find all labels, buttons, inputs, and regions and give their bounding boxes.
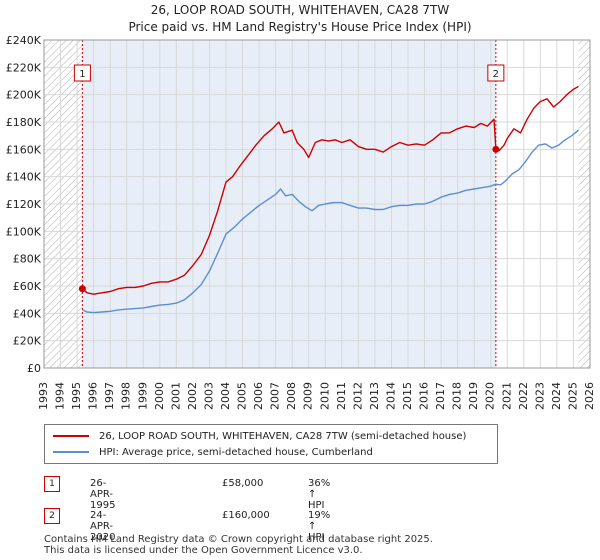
x-tick-label: 1998 <box>120 382 133 410</box>
x-tick-label: 2013 <box>368 382 381 410</box>
sale-marker-box <box>487 64 505 82</box>
y-tick-label: £240K <box>6 34 42 47</box>
series-line-property <box>81 85 579 295</box>
x-tick-label: 2023 <box>533 382 546 410</box>
x-tick-label: 2004 <box>219 382 232 410</box>
x-tick-label: 2020 <box>484 382 497 410</box>
x-tick-label: 1995 <box>70 382 83 410</box>
x-tick-label: 2017 <box>434 382 447 410</box>
x-tick-label: 2006 <box>252 382 265 410</box>
transaction-price: £58,000 <box>222 478 264 489</box>
y-tick-label: £80K <box>13 253 42 266</box>
price-chart: 1 2 £0 £20K £40K £60K £80K £100K £120K £140K £160… <box>6 34 596 410</box>
legend: 26, LOOP ROAD SOUTH, WHITEHAVEN, CA28 7T… <box>44 424 498 464</box>
transaction-price: £160,000 <box>222 510 270 521</box>
y-tick-label: £180K <box>6 116 42 129</box>
transaction-number-badge: 1 <box>44 476 60 492</box>
transaction-hpi-change: 36% ↑ HPI <box>308 478 331 511</box>
y-tick-label: £100K <box>6 225 42 238</box>
x-tick-label: 2001 <box>169 382 182 410</box>
x-tick-label: 2002 <box>186 382 199 410</box>
legend-item-hpi: HPI: Average price, semi-detached house,… <box>53 445 373 459</box>
x-tick-label: 1996 <box>87 382 100 410</box>
legend-swatch-hpi <box>53 451 89 453</box>
x-tick-label: 1994 <box>54 382 67 410</box>
chart-subtitle: Price paid vs. HM Land Registry's House … <box>128 20 472 34</box>
sale-marker-label: 1 <box>79 69 85 80</box>
x-tick-label: 2008 <box>285 382 298 410</box>
y-tick-label: £140K <box>6 171 42 184</box>
x-tick-label: 2022 <box>517 382 530 410</box>
chart-title-address: 26, LOOP ROAD SOUTH, WHITEHAVEN, CA28 7T… <box>150 3 450 17</box>
x-tick-label: 2024 <box>550 382 563 410</box>
footer-licence: This data is licensed under the Open Gov… <box>44 545 363 556</box>
transaction-hpi-change: 19% ↑ HPI <box>308 510 331 543</box>
x-tick-label: 1999 <box>136 382 149 410</box>
x-tick-label: 2021 <box>500 382 513 410</box>
x-tick-label: 2014 <box>384 382 397 410</box>
y-tick-label: £200K <box>6 89 42 102</box>
x-tick-label: 2015 <box>401 382 414 410</box>
transaction-date: 26-APR-1995 <box>90 478 116 511</box>
x-tick-label: 2009 <box>302 382 315 410</box>
legend-item-property: 26, LOOP ROAD SOUTH, WHITEHAVEN, CA28 7T… <box>53 429 466 443</box>
footer-copyright: Contains HM Land Registry data © Crown c… <box>44 534 433 545</box>
x-tick-label: 2025 <box>566 382 579 410</box>
x-tick-label: 2018 <box>451 382 464 410</box>
x-tick-label: 1993 <box>37 382 50 410</box>
x-tick-label: 2012 <box>351 382 364 410</box>
legend-label-hpi: HPI: Average price, semi-detached house,… <box>99 446 373 458</box>
x-tick-label: 2010 <box>318 382 331 410</box>
legend-label-property: 26, LOOP ROAD SOUTH, WHITEHAVEN, CA28 7T… <box>99 430 467 442</box>
sale-marker-box <box>73 64 91 82</box>
plot-frame <box>43 39 591 369</box>
y-tick-label: £0 <box>27 362 41 375</box>
x-tick-label: 2011 <box>335 382 348 410</box>
x-tick-label: 2019 <box>467 382 480 410</box>
x-tick-label: 2007 <box>269 382 282 410</box>
y-tick-label: £40K <box>13 307 42 320</box>
transaction-number-badge: 2 <box>44 508 60 524</box>
y-tick-label: £220K <box>6 61 42 74</box>
x-tick-label: 2003 <box>202 382 215 410</box>
y-tick-label: £160K <box>6 143 42 156</box>
series-line-hpi <box>82 129 579 314</box>
x-tick-label: 2016 <box>418 382 431 410</box>
y-tick-label: £120K <box>6 198 42 211</box>
legend-swatch-property <box>53 435 89 437</box>
sale-point <box>492 145 500 153</box>
x-tick-label: 2000 <box>153 382 166 410</box>
x-tick-label: 2026 <box>583 382 596 410</box>
transaction-date: 24-APR-2020 <box>90 510 116 543</box>
sale-marker-label: 2 <box>493 69 499 80</box>
x-tick-label: 2005 <box>236 382 249 410</box>
sale-point <box>78 285 86 293</box>
x-tick-label: 1997 <box>103 382 116 410</box>
y-tick-label: £60K <box>13 280 42 293</box>
y-tick-label: £20K <box>13 335 42 348</box>
